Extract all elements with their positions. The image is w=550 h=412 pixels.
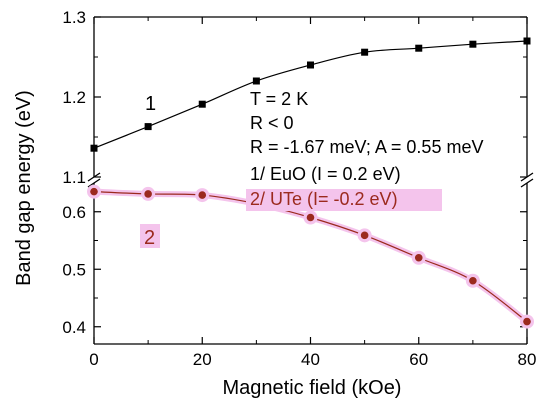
x-tick-label-0: 0: [89, 350, 98, 369]
annotation-r-sign: R < 0: [250, 113, 294, 133]
series-2-point-80: [523, 317, 531, 326]
x-tick-label-60: 60: [409, 350, 428, 369]
x-tick-label-80: 80: [518, 350, 537, 369]
series-1-point-0: [90, 144, 98, 152]
series-2-point-20: [198, 191, 207, 199]
y-upper-tick-label-1.3: 1.3: [62, 8, 86, 27]
series-2-point-50: [360, 231, 369, 240]
annotation-series-2: 2/ UTe (I= -0.2 eV): [250, 189, 398, 209]
series-2-point-70: [469, 276, 477, 285]
curve-tag-2: 2: [144, 227, 155, 249]
annotation-series-1: 1/ EuO (I = 0.2 eV): [250, 164, 401, 184]
series-1-point-80: [523, 37, 531, 45]
annotation-series-2-highlight: [246, 189, 442, 211]
y-lower-tick-label-0.5: 0.5: [62, 260, 86, 279]
y-lower-tick-label-0.4: 0.4: [62, 318, 86, 337]
axis-break-mark-left-lower: [87, 178, 101, 188]
series-1-point-10: [144, 123, 152, 131]
series-2-point-10: [144, 190, 152, 198]
series-1-point-70: [469, 40, 477, 48]
annotation-parameters: R = -1.67 meV; A = 0.55 meV: [250, 137, 483, 157]
series-1-line: [93, 40, 528, 149]
series-1-point-20: [198, 100, 206, 108]
axis-titles: Magnetic field (kOe) Band gap energy (eV…: [13, 90, 401, 399]
series-2-point-60: [414, 253, 423, 262]
x-tick-label-40: 40: [301, 350, 320, 369]
series-2-point-0: [90, 187, 98, 196]
y-lower-tick-label-0.6: 0.6: [62, 203, 86, 222]
series-1-point-40: [307, 61, 314, 69]
x-axis-title: Magnetic field (kOe): [223, 377, 402, 399]
y-upper-tick-label-1.1: 1.1: [62, 168, 86, 187]
annotations: T = 2 K R < 0 R = -1.67 meV; A = 0.55 me…: [246, 89, 483, 211]
annotation-temperature: T = 2 K: [250, 89, 308, 109]
curve-tag-2-highlight: [140, 224, 160, 248]
series-1-point-50: [361, 48, 369, 56]
axis-break-mark-right-lower: [520, 178, 534, 188]
y-axis-title: Band gap energy (eV): [13, 90, 35, 286]
y-upper-tick-label-1.2: 1.2: [62, 88, 86, 107]
series-2-point-40: [306, 213, 315, 222]
x-tick-label-20: 20: [193, 350, 212, 369]
curve-tag-1: 1: [145, 93, 156, 115]
series-1-point-60: [415, 44, 423, 52]
series-1-point-30: [252, 77, 260, 85]
curve-tags: 1 2: [140, 93, 160, 249]
axes: 0 20 40 60 80 1.1 1.2 1.3 0.4 0.5 0.6: [62, 8, 536, 369]
